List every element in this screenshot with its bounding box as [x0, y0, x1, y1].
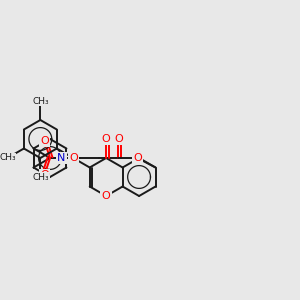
- Text: N: N: [57, 153, 66, 163]
- Text: O: O: [40, 136, 49, 146]
- Text: O: O: [102, 191, 110, 201]
- Text: O: O: [40, 170, 49, 180]
- Text: O: O: [102, 134, 110, 144]
- Text: CH₃: CH₃: [32, 172, 49, 182]
- Text: O: O: [69, 153, 78, 163]
- Text: CH₃: CH₃: [0, 154, 16, 163]
- Text: O: O: [114, 134, 123, 144]
- Text: CH₃: CH₃: [32, 97, 49, 106]
- Text: O: O: [133, 153, 142, 163]
